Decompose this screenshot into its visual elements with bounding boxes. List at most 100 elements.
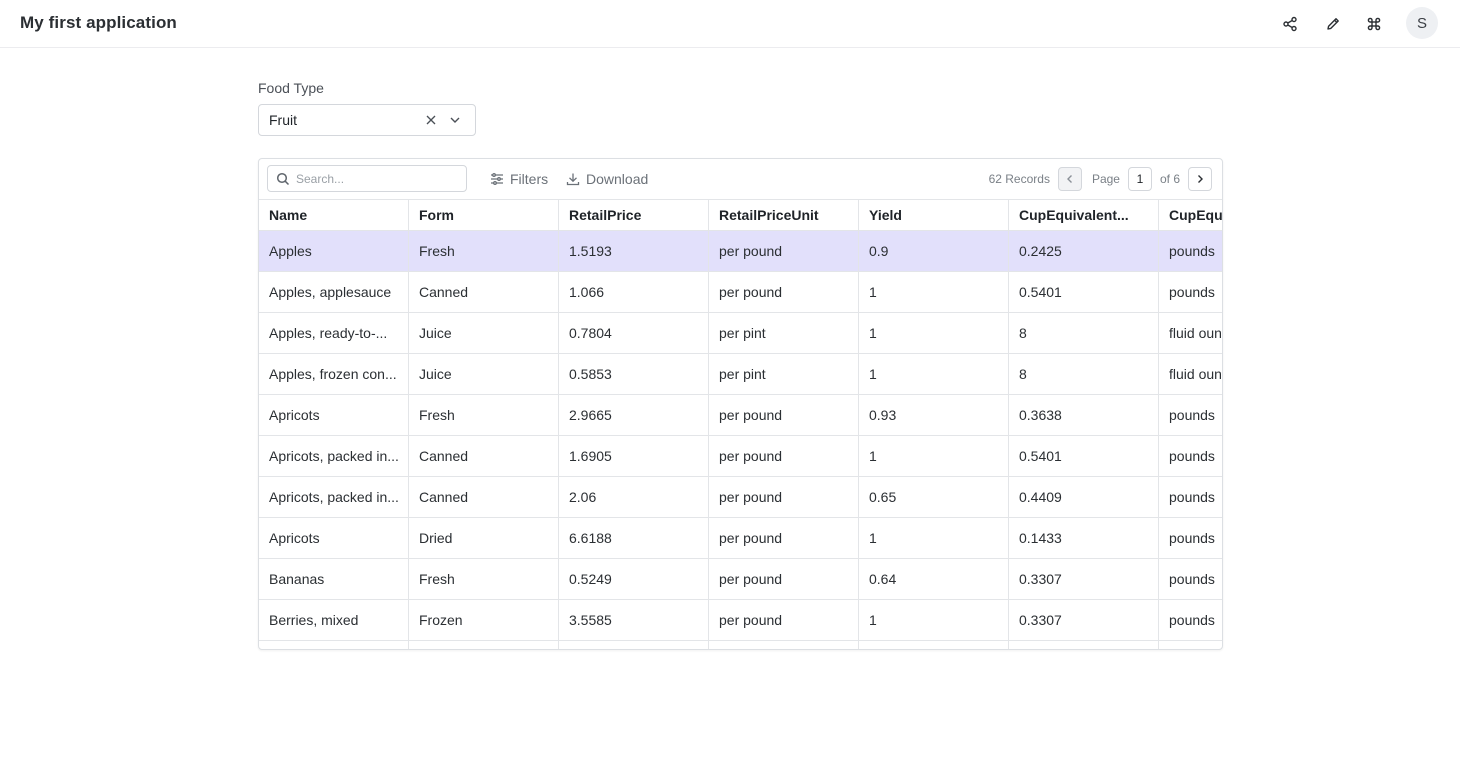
app-title: My first application — [20, 13, 177, 32]
table-row[interactable]: Apricots Fresh 2.9665 per pound 0.93 0.3638 po… — [259, 395, 1222, 436]
table-cell: pounds — [1169, 407, 1215, 423]
table-cell: Apricots, packed in... — [259, 436, 409, 476]
table-cell: 1 — [859, 272, 1009, 312]
column-header[interactable]: Yield — [859, 200, 1009, 230]
table-cell: 8 — [1009, 354, 1159, 394]
chevron-right-icon — [1198, 175, 1203, 183]
table-row[interactable]: Berries, mixed Frozen 3.5585 per pound 1 0.33… — [259, 600, 1222, 641]
table-cell: per pound — [709, 436, 859, 476]
table-row[interactable]: Apples Fresh 1.5193 per pound 0.9 0.2425 pound… — [259, 231, 1222, 272]
records-count: 62 Records — [988, 172, 1050, 186]
column-header[interactable]: RetailPrice — [559, 200, 709, 230]
table-cell: 0.9 — [859, 231, 1009, 271]
table-cell: 1 — [859, 436, 1009, 476]
table-cell — [559, 641, 709, 649]
filters-button[interactable]: Filters — [490, 169, 548, 189]
table-cell: per pint — [709, 354, 859, 394]
table-cell: 1.6905 — [559, 436, 709, 476]
table-cell: Juice — [409, 354, 559, 394]
download-icon — [566, 173, 580, 186]
filters-icon — [491, 173, 503, 185]
table-cell: pounds — [1169, 571, 1215, 587]
table-cell: 3.5585 — [559, 600, 709, 640]
download-button[interactable]: Download — [566, 169, 648, 189]
table-cell: per pound — [709, 231, 859, 271]
table-cell: 0.64 — [859, 559, 1009, 599]
table-cell: pounds — [1169, 284, 1215, 300]
table-cell: Canned — [409, 272, 559, 312]
column-header[interactable]: RetailPriceUnit — [709, 200, 859, 230]
table-cell: pounds — [1169, 530, 1215, 546]
table-cell: pounds — [1169, 489, 1215, 505]
table-cell: per pound — [709, 600, 859, 640]
column-header[interactable]: CupEquivalent... — [1009, 200, 1159, 230]
page-number-input[interactable]: 1 — [1127, 167, 1152, 191]
table-row[interactable]: Apples, ready-to-... Juice 0.7804 per pint 1… — [259, 313, 1222, 354]
table-cell: Fresh — [409, 395, 559, 435]
table-row[interactable]: Apricots, packed in... Canned 1.6905 per po… — [259, 436, 1222, 477]
data-table: Filters Download 62 Records Page 1 of 6 … — [258, 158, 1223, 650]
table-row[interactable]: Apricots Dried 6.6188 per pound 1 0.1433 pound… — [259, 518, 1222, 559]
command-icon[interactable] — [1361, 11, 1387, 37]
column-header[interactable]: Name — [259, 200, 409, 230]
table-cell: 0.5401 — [1009, 272, 1159, 312]
table-cell: 0.5401 — [1009, 436, 1159, 476]
table-row[interactable]: Apricots, packed in... Canned 2.06 per poun… — [259, 477, 1222, 518]
table-cell: 1 — [859, 313, 1009, 353]
column-header[interactable]: CupEqui — [1169, 207, 1223, 223]
table-row[interactable]: Apples, applesauce Canned 1.066 per pound 1 0… — [259, 272, 1222, 313]
table-cell: fluid oun — [1169, 325, 1222, 341]
table-cell — [709, 641, 859, 649]
table-cell: Apples, ready-to-... — [259, 313, 409, 353]
top-bar: My first application S — [0, 0, 1460, 48]
clear-icon[interactable] — [423, 112, 439, 128]
table-row[interactable] — [259, 641, 1222, 649]
table-cell: 0.3638 — [1009, 395, 1159, 435]
column-header[interactable]: Form — [409, 200, 559, 230]
table-cell: 0.93 — [859, 395, 1009, 435]
avatar[interactable]: S — [1406, 7, 1438, 39]
table-cell: 1 — [859, 354, 1009, 394]
table-cell: Apricots, packed in... — [259, 477, 409, 517]
table-cell: Berries, mixed — [259, 600, 409, 640]
next-page-button[interactable] — [1188, 167, 1212, 191]
table-cell: Dried — [409, 518, 559, 558]
table-cell: 0.65 — [859, 477, 1009, 517]
table-toolbar: Filters Download 62 Records Page 1 of 6 — [259, 159, 1222, 199]
table-cell: 8 — [1009, 313, 1159, 353]
food-type-value: Fruit — [269, 112, 297, 128]
table-cell: 1.066 — [559, 272, 709, 312]
table-cell: 1.5193 — [559, 231, 709, 271]
table-cell: Juice — [409, 313, 559, 353]
page-label: Page — [1091, 172, 1120, 186]
table-row[interactable]: Apples, frozen con... Juice 0.5853 per pint… — [259, 354, 1222, 395]
table-cell: per pound — [709, 518, 859, 558]
table-cell: 2.06 — [559, 477, 709, 517]
table-cell: 1 — [859, 600, 1009, 640]
table-cell: 0.7804 — [559, 313, 709, 353]
edit-pencil-icon[interactable] — [1320, 11, 1346, 37]
table-cell: Bananas — [259, 559, 409, 599]
page-total: of 6 — [1159, 172, 1180, 186]
table-row[interactable]: Bananas Fresh 0.5249 per pound 0.64 0.3307 pou… — [259, 559, 1222, 600]
food-type-label: Food Type — [258, 80, 324, 96]
table-cell — [1009, 641, 1159, 649]
table-cell: pounds — [1169, 243, 1215, 259]
share-icon[interactable] — [1277, 11, 1303, 37]
filters-label: Filters — [510, 171, 549, 187]
table-header-row: Name Form RetailPrice RetailPriceUnit Yield C… — [259, 199, 1223, 231]
table-cell: per pound — [709, 395, 859, 435]
table-cell: 0.5853 — [559, 354, 709, 394]
table-cell: Fresh — [409, 559, 559, 599]
food-type-select[interactable]: Fruit — [258, 104, 476, 136]
chevron-down-icon[interactable] — [447, 112, 463, 128]
search-input[interactable] — [296, 169, 461, 189]
table-cell: Frozen — [409, 600, 559, 640]
table-cell: Apples, frozen con... — [259, 354, 409, 394]
prev-page-button[interactable] — [1057, 167, 1082, 191]
search-box[interactable] — [267, 165, 467, 192]
table-cell — [859, 641, 1009, 649]
table-cell: 0.3307 — [1009, 559, 1159, 599]
table-cell: pounds — [1169, 448, 1215, 464]
table-cell: per pound — [709, 477, 859, 517]
